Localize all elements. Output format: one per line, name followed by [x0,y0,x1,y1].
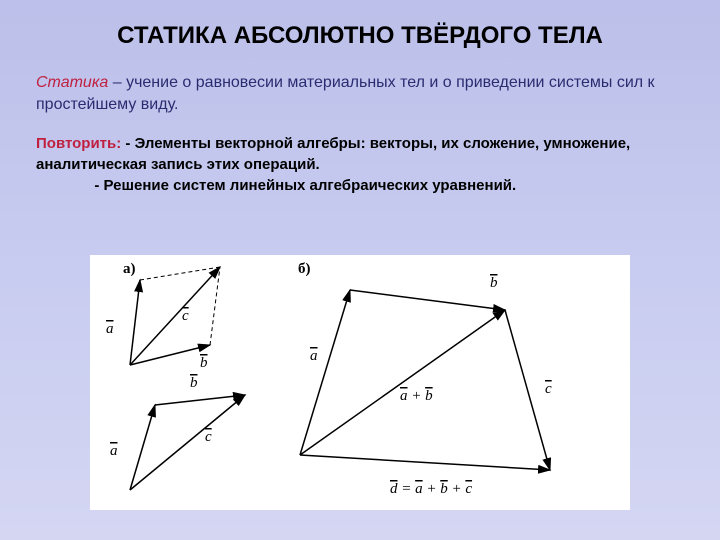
svg-text:b: b [490,275,498,291]
repeat-label: Повторить: [36,135,121,152]
repeat-line2: - Решение систем линейных алгебраических… [94,177,516,194]
definition-text: – учение о равновесии материальных тел и… [36,74,655,113]
svg-text:c: c [545,381,552,397]
repeat-block: Повторить: - Элементы векторной алгебры:… [36,133,684,196]
svg-text:a): a) [123,261,136,277]
page-title: СТАТИКА АБСОЛЮТНО ТВЁРДОГО ТЕЛА [0,0,720,50]
svg-text:b: b [200,355,208,371]
svg-text:d = a + b + c: d = a + b + c [390,481,472,497]
svg-text:b: b [190,375,198,391]
definition-block: Статика – учение о равновесии материальн… [36,72,684,115]
svg-text:a: a [110,443,118,459]
svg-text:б): б) [298,261,311,277]
svg-text:c: c [205,429,212,445]
svg-text:a + b: a + b [400,388,433,404]
svg-text:c: c [182,308,189,324]
repeat-line1: - Элементы векторной алгебры: векторы, и… [36,135,630,173]
svg-text:a: a [106,321,114,337]
svg-text:a: a [310,348,318,364]
definition-term: Статика [36,74,108,91]
vector-diagram: a) б) a b c a b c a b c a + b d = a + b + c [90,255,630,510]
